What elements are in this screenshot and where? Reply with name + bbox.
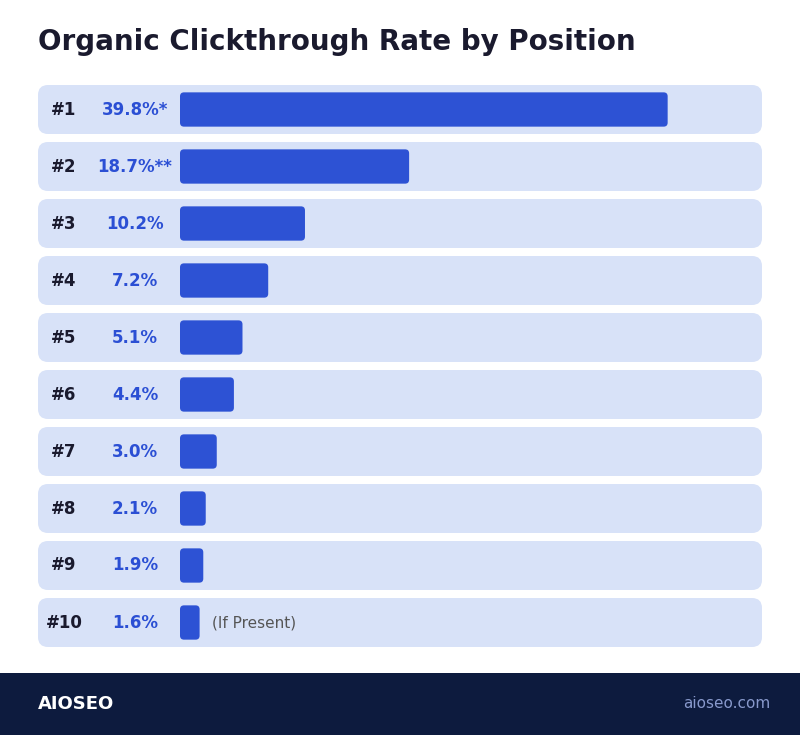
FancyBboxPatch shape (38, 313, 762, 362)
FancyBboxPatch shape (180, 320, 242, 355)
FancyBboxPatch shape (38, 370, 762, 419)
Text: #2: #2 (51, 157, 77, 176)
Text: 3.0%: 3.0% (112, 442, 158, 461)
FancyBboxPatch shape (180, 207, 305, 240)
FancyBboxPatch shape (38, 142, 762, 191)
Text: Organic Clickthrough Rate by Position: Organic Clickthrough Rate by Position (38, 28, 636, 56)
Text: 39.8%*: 39.8%* (102, 101, 168, 118)
FancyBboxPatch shape (180, 492, 206, 526)
Text: #8: #8 (51, 500, 77, 517)
FancyBboxPatch shape (38, 484, 762, 533)
FancyBboxPatch shape (180, 93, 668, 126)
FancyBboxPatch shape (38, 427, 762, 476)
Text: #9: #9 (51, 556, 77, 575)
FancyBboxPatch shape (180, 548, 203, 583)
Text: 18.7%**: 18.7%** (98, 157, 173, 176)
Text: 1.6%: 1.6% (112, 614, 158, 631)
Text: 2.1%: 2.1% (112, 500, 158, 517)
Text: 10.2%: 10.2% (106, 215, 164, 232)
FancyBboxPatch shape (180, 263, 268, 298)
Text: #3: #3 (51, 215, 77, 232)
FancyBboxPatch shape (180, 377, 234, 412)
Text: #7: #7 (51, 442, 77, 461)
FancyBboxPatch shape (180, 149, 409, 184)
Text: 5.1%: 5.1% (112, 329, 158, 346)
Text: #4: #4 (51, 271, 77, 290)
Text: #5: #5 (51, 329, 77, 346)
FancyBboxPatch shape (38, 256, 762, 305)
Text: 1.9%: 1.9% (112, 556, 158, 575)
FancyBboxPatch shape (180, 606, 200, 639)
Text: 4.4%: 4.4% (112, 385, 158, 404)
Text: #10: #10 (46, 614, 82, 631)
Text: #6: #6 (51, 385, 77, 404)
FancyBboxPatch shape (38, 541, 762, 590)
Text: aioseo.com: aioseo.com (682, 697, 770, 711)
FancyBboxPatch shape (38, 85, 762, 134)
Text: 7.2%: 7.2% (112, 271, 158, 290)
FancyBboxPatch shape (180, 434, 217, 469)
Bar (0, 673, 800, 735)
Text: #1: #1 (51, 101, 77, 118)
FancyBboxPatch shape (38, 199, 762, 248)
FancyBboxPatch shape (38, 598, 762, 647)
Text: (If Present): (If Present) (212, 615, 296, 630)
Text: AIOSEO: AIOSEO (38, 695, 114, 713)
